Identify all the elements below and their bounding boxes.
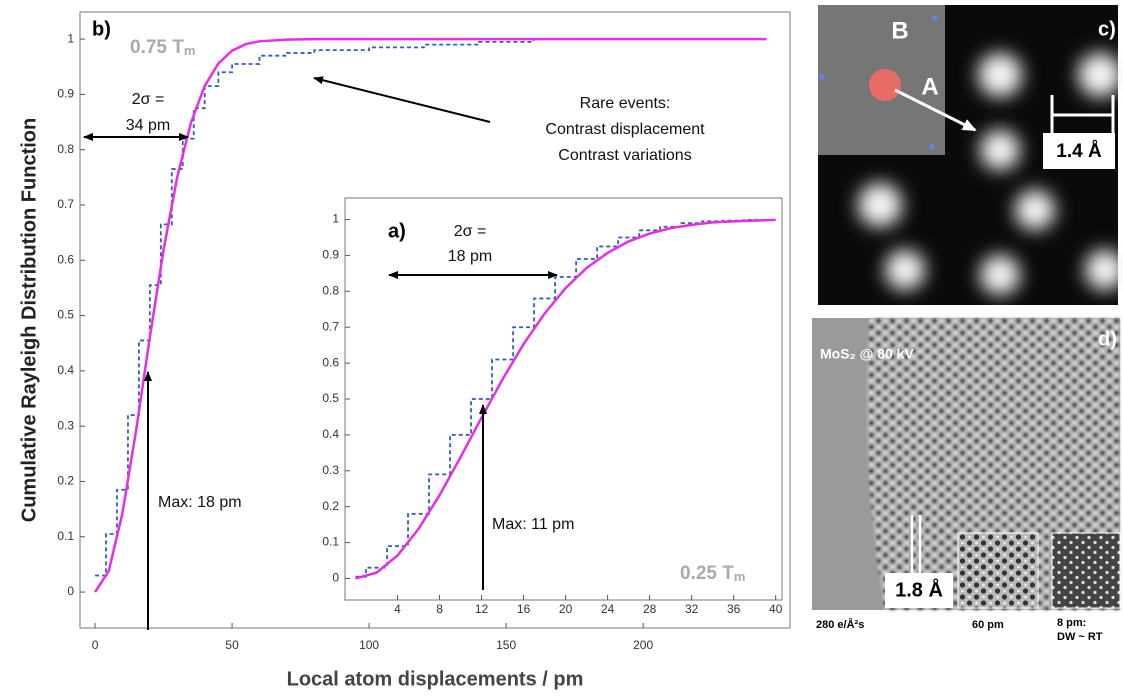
annotation: Max: 18 pm bbox=[158, 494, 242, 511]
annotation: 2σ = bbox=[454, 223, 487, 240]
y-tick-label: 0 bbox=[67, 584, 74, 598]
x-axis-label: Local atom displacements / pm bbox=[287, 668, 584, 690]
y-tick-label: 0.9 bbox=[322, 248, 339, 262]
x-tick-label: 8 bbox=[436, 602, 443, 616]
x-tick-label: 36 bbox=[727, 602, 741, 616]
panel-label: c) bbox=[1098, 18, 1116, 40]
caption: DW ~ RT bbox=[1057, 631, 1103, 643]
y-tick-label: 0.2 bbox=[57, 474, 74, 488]
x-tick-label: 24 bbox=[601, 602, 615, 616]
panel-label: b) bbox=[92, 18, 111, 40]
y-tick-label: 0.9 bbox=[57, 87, 74, 101]
y-tick-label: 1 bbox=[332, 212, 339, 226]
y-tick-label: 0.6 bbox=[57, 252, 74, 266]
annotation: Max: 11 pm bbox=[492, 516, 574, 533]
panel-d: d) MoS₂ @ 80 kV 1.8 Å 280 e/Å²s 60 pm 8 … bbox=[812, 318, 1121, 643]
y-tick-label: 0.4 bbox=[57, 363, 74, 377]
y-tick-label: 0.5 bbox=[57, 308, 74, 322]
y-tick-label: 0 bbox=[332, 571, 339, 585]
simulation-inset bbox=[1051, 532, 1121, 609]
y-tick-label: 0.2 bbox=[322, 499, 339, 513]
temperature: 0.25 T bbox=[680, 563, 734, 584]
arrow bbox=[313, 76, 491, 123]
scale-box bbox=[885, 573, 953, 608]
atom-cloud bbox=[869, 69, 901, 101]
arrow bbox=[894, 88, 977, 132]
scale-box bbox=[1043, 133, 1115, 169]
x-tick-label: 28 bbox=[643, 602, 657, 616]
atom-contrast bbox=[858, 53, 1123, 295]
annotations-b: b) 0.75 Tm 2σ = 34 pm Rare events: Contr… bbox=[83, 18, 705, 630]
x-tick-label: 0 bbox=[92, 638, 99, 652]
scale-label: 1.8 Å bbox=[895, 577, 943, 601]
y-tick-label: 0.5 bbox=[322, 391, 339, 405]
x-tick-label: 150 bbox=[496, 638, 516, 652]
data-line bbox=[94, 37, 767, 593]
panel-c: c) B A 1.4 Å bbox=[818, 5, 1123, 305]
x-tick-label: 20 bbox=[559, 602, 573, 616]
y-tick-label: 0.7 bbox=[322, 319, 339, 333]
annotation: 18 pm bbox=[448, 248, 492, 265]
y-tick-label: 1 bbox=[67, 31, 74, 45]
temperature-sub: m bbox=[734, 569, 746, 584]
simulation-inset bbox=[957, 532, 1039, 609]
panel-label: a) bbox=[388, 220, 406, 242]
panel-title: MoS₂ @ 80 kV bbox=[820, 346, 914, 362]
annotation: Rare events: bbox=[580, 95, 671, 112]
site-label: A bbox=[921, 73, 938, 100]
temperature: 0.75 T bbox=[130, 37, 184, 58]
annotation: 2σ = bbox=[132, 91, 165, 108]
x-tick-label: 200 bbox=[633, 638, 653, 652]
x-tick-label: 4 bbox=[394, 602, 401, 616]
y-tick-label: 0.6 bbox=[322, 355, 339, 369]
scale-bar bbox=[910, 515, 922, 575]
temperature-label: 0.25 Tm bbox=[680, 563, 745, 584]
x-tick-label: 32 bbox=[685, 602, 699, 616]
temperature-sub: m bbox=[184, 43, 196, 58]
y-tick-label: 0.7 bbox=[57, 197, 74, 211]
caption: 8 pm: bbox=[1057, 617, 1086, 629]
x-tick-label: 40 bbox=[769, 602, 783, 616]
data-line bbox=[355, 218, 776, 580]
temperature-label: 0.75 Tm bbox=[130, 37, 195, 58]
caption: 60 pm bbox=[972, 619, 1004, 631]
annotation: Contrast variations bbox=[558, 147, 691, 164]
x-tick-label: 50 bbox=[225, 638, 239, 652]
y-tick-label: 0.4 bbox=[322, 427, 339, 441]
x-tick-label: 16 bbox=[517, 602, 531, 616]
chart: 0 0.1 0.2 0.3 0.4 0.5 0.6 0.7 0.8 0.9 1 4 8 12 16 20 24 2… bbox=[322, 197, 783, 616]
data-line bbox=[95, 39, 535, 577]
annotation: Contrast displacement bbox=[545, 121, 705, 138]
scale-label: 1.4 Å bbox=[1056, 141, 1102, 162]
y-tick-label: 0.1 bbox=[322, 535, 339, 549]
x-tick-label: 12 bbox=[475, 602, 489, 616]
plot-area bbox=[344, 197, 783, 601]
y-tick-label: 0.3 bbox=[322, 463, 339, 477]
y-tick-label: 0.3 bbox=[57, 418, 74, 432]
panel-label: d) bbox=[1098, 328, 1117, 350]
caption: 280 e/Å²s bbox=[816, 618, 864, 631]
y-axis-label: Cumulative Rayleigh Distribution Functio… bbox=[18, 118, 40, 522]
y-tick-label: 0.1 bbox=[57, 529, 74, 543]
scale-bar bbox=[1050, 95, 1115, 135]
y-tick-label: 0.8 bbox=[322, 283, 339, 297]
y-tick-label: 0.8 bbox=[57, 142, 74, 156]
x-tick-label: 100 bbox=[359, 638, 379, 652]
site-label: B bbox=[891, 17, 908, 44]
annotation: 34 pm bbox=[126, 117, 170, 134]
